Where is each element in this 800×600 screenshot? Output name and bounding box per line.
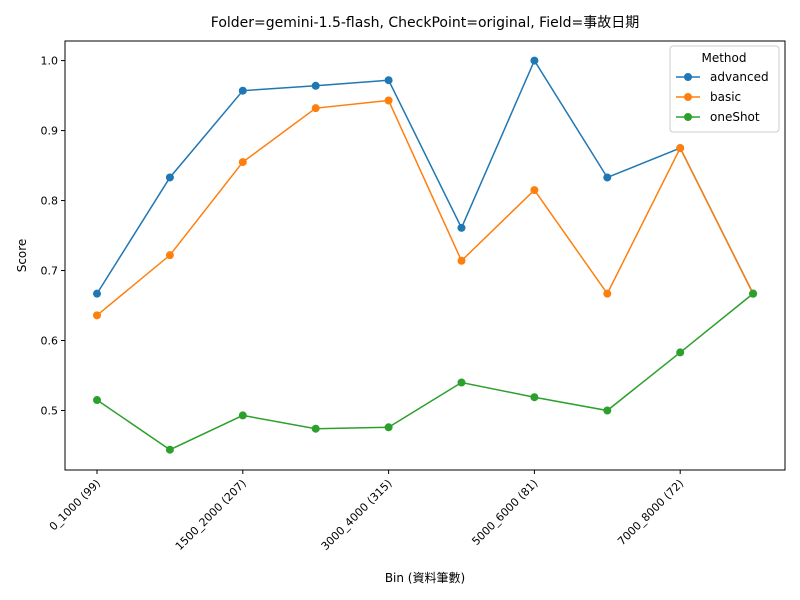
- data-point: [384, 76, 393, 85]
- series-line: [96, 99, 754, 316]
- data-point: [676, 144, 685, 153]
- y-tick-label: 0.6: [41, 335, 59, 348]
- data-point: [384, 423, 393, 432]
- y-tick-label: 0.9: [41, 125, 59, 138]
- data-point: [603, 406, 612, 415]
- x-tick-label: 5000_6000 (81): [469, 477, 540, 548]
- y-tick-label: 0.8: [41, 195, 59, 208]
- data-point: [93, 311, 101, 320]
- data-point: [749, 289, 758, 298]
- legend-marker: [684, 93, 692, 101]
- legend-label: oneShot: [710, 110, 760, 124]
- x-axis-label: Bin (資料筆數): [385, 571, 465, 585]
- legend-item-basic: basic: [676, 90, 741, 104]
- data-point: [676, 348, 685, 357]
- legend-marker: [684, 73, 692, 81]
- y-tick-label: 0.7: [41, 265, 59, 278]
- data-point: [530, 393, 539, 402]
- data-point: [238, 158, 247, 167]
- data-point: [238, 86, 247, 95]
- data-point: [93, 396, 101, 405]
- data-point: [603, 289, 612, 298]
- y-axis: 0.5 0.6 0.7 0.8 0.9 1.0: [41, 55, 65, 418]
- legend-marker: [684, 113, 692, 121]
- x-tick-label: 1500_2000 (207): [173, 477, 249, 553]
- data-point: [93, 289, 101, 298]
- legend-label: basic: [710, 90, 741, 104]
- series-oneshot: [93, 289, 758, 454]
- data-point: [311, 81, 320, 90]
- data-point: [457, 256, 466, 265]
- x-tick-label: 0_1000 (99): [47, 477, 103, 533]
- legend: Method advanced basic oneShot: [669, 45, 780, 133]
- legend-item-advanced: advanced: [676, 70, 769, 84]
- data-point: [530, 56, 539, 65]
- data-point: [238, 411, 247, 420]
- data-point: [457, 378, 466, 387]
- data-point: [603, 173, 612, 182]
- x-axis: 0_1000 (99) 1500_2000 (207) 3000_4000 (315…: [47, 470, 686, 553]
- legend-label: advanced: [710, 70, 769, 84]
- series-basic: [93, 96, 758, 320]
- x-tick-label: 3000_4000 (315): [319, 477, 395, 553]
- series-advanced: [93, 56, 758, 298]
- plot-area: [64, 40, 786, 471]
- data-point: [384, 96, 393, 105]
- data-point: [165, 173, 174, 182]
- data-point: [165, 251, 174, 260]
- legend-title: Method: [701, 51, 746, 65]
- legend-box: [669, 45, 780, 133]
- series-line: [96, 293, 754, 451]
- data-point: [311, 104, 320, 113]
- legend-item-oneshot: oneShot: [676, 110, 760, 124]
- chart-title: Folder=gemini-1.5-flash, CheckPoint=orig…: [211, 15, 639, 31]
- series-line: [96, 58, 754, 295]
- y-tick-label: 1.0: [41, 55, 59, 68]
- data-point: [311, 424, 320, 433]
- data-point: [165, 445, 174, 454]
- series-layer: [93, 56, 758, 454]
- data-point: [457, 223, 466, 232]
- y-axis-label: Score: [15, 239, 29, 273]
- x-tick-label: 7000_8000 (72): [615, 477, 686, 548]
- y-tick-label: 0.5: [41, 405, 59, 418]
- data-point: [530, 186, 539, 195]
